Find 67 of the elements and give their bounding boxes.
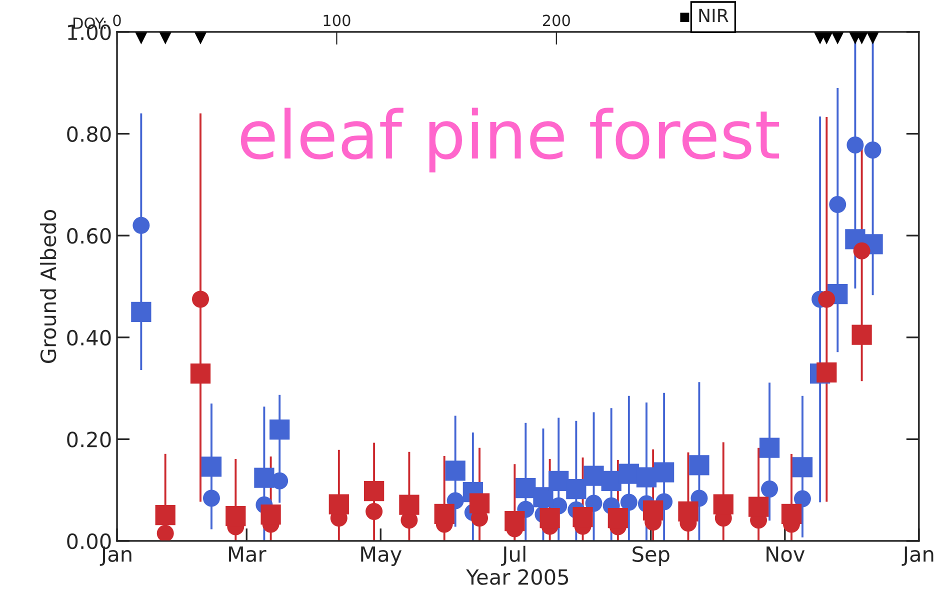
- text: NIR: [699, 8, 728, 22]
- point: [601, 470, 622, 491]
- y-axis-title: Ground Albedo: [40, 210, 56, 363]
- y-tick-label: 0.80: [67, 126, 111, 142]
- point: [366, 502, 383, 520]
- point: [445, 460, 466, 481]
- point: [202, 490, 220, 507]
- point: [201, 456, 222, 477]
- point: [156, 524, 174, 541]
- x-tick-label: Sep: [632, 546, 670, 566]
- point: [155, 504, 176, 526]
- point: [434, 504, 454, 524]
- point: [620, 494, 638, 511]
- point: [643, 500, 664, 520]
- point: [864, 142, 882, 159]
- point: [192, 290, 209, 308]
- y-tick-label: 0.20: [67, 432, 111, 448]
- point: [504, 511, 525, 532]
- point: [399, 494, 420, 515]
- point: [516, 478, 536, 498]
- point: [540, 508, 560, 528]
- point: [818, 290, 836, 308]
- x2-tick-label: 0: [113, 14, 121, 26]
- x-axis-title: Year 2005: [466, 569, 568, 585]
- point: [852, 324, 872, 345]
- point: [678, 501, 698, 522]
- x2-tick-label: 200: [542, 14, 570, 26]
- point: [618, 464, 639, 484]
- point: [226, 506, 246, 526]
- point: [548, 470, 569, 491]
- point: [829, 196, 846, 214]
- point: [190, 363, 211, 384]
- point: [132, 216, 150, 234]
- point: [469, 493, 490, 514]
- point: [270, 419, 290, 440]
- point: [846, 136, 864, 154]
- x-tick-label: Jan: [902, 546, 934, 566]
- x-tick-label: May: [361, 546, 402, 566]
- x-tick-label: Nov: [766, 546, 805, 562]
- point: [260, 504, 281, 525]
- point: [254, 468, 274, 488]
- point: [794, 490, 811, 508]
- point: [533, 487, 554, 508]
- point: [761, 480, 778, 498]
- point: [816, 362, 837, 383]
- point: [689, 455, 710, 476]
- point: [364, 481, 384, 502]
- point: [572, 506, 593, 528]
- point: [131, 302, 152, 322]
- point: [853, 242, 870, 260]
- annotation: eleaf pine forest: [240, 108, 780, 172]
- point: [792, 457, 813, 478]
- point: [713, 494, 734, 514]
- y-tick-label: 0.60: [67, 228, 111, 244]
- point: [748, 496, 769, 517]
- point: [584, 466, 604, 486]
- point: [328, 494, 349, 514]
- x-tick-label: Jul: [501, 546, 526, 566]
- point: [566, 478, 586, 500]
- x2-tick-label: 100: [324, 14, 350, 26]
- point: [781, 504, 802, 524]
- point: [636, 467, 657, 488]
- y-tick-label: 0.40: [67, 330, 111, 346]
- point: [654, 462, 674, 482]
- point: [759, 438, 780, 458]
- point: [608, 508, 628, 528]
- x-tick-label: Mar: [229, 546, 266, 562]
